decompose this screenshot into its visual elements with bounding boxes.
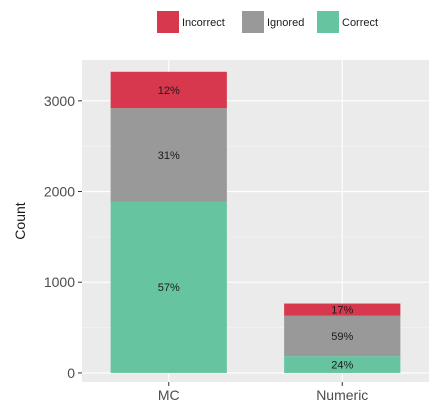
data-label: 17% (331, 305, 353, 317)
y-tick-label: 0 (67, 365, 75, 381)
data-label: 59% (331, 331, 353, 343)
legend-label-correct: Correct (342, 17, 378, 29)
y-axis-title: Count (12, 202, 28, 239)
legend-swatch-correct (317, 11, 339, 33)
data-label: 24% (331, 360, 353, 372)
x-axis: MC Numeric (158, 382, 368, 403)
legend-label-incorrect: Incorrect (182, 17, 225, 29)
bar-ignored-mc (110, 108, 227, 202)
legend: Incorrect Ignored Correct (157, 11, 378, 33)
legend-swatch-ignored (242, 11, 264, 33)
y-tick-label: 3000 (44, 93, 75, 109)
bar-correct-mc (110, 201, 227, 373)
x-tick-label: Numeric (316, 387, 368, 400)
y-tick-label: 1000 (44, 274, 75, 290)
legend-label-ignored: Ignored (267, 17, 304, 29)
y-tick-label: 2000 (44, 184, 75, 200)
y-axis: 0 1000 2000 3000 (44, 93, 82, 381)
data-label: 12% (158, 85, 180, 97)
bar-correct-numeric (284, 356, 401, 373)
bars: 57% 31% 12% 24% 59% 17% (110, 71, 401, 373)
x-tick-label: MC (158, 387, 180, 400)
bar-incorrect-mc (110, 71, 227, 109)
bar-ignored-numeric (284, 315, 401, 357)
legend-swatch-incorrect (157, 11, 179, 33)
bar-incorrect-numeric (284, 303, 401, 316)
data-label: 31% (158, 150, 180, 162)
data-label: 57% (158, 282, 180, 294)
